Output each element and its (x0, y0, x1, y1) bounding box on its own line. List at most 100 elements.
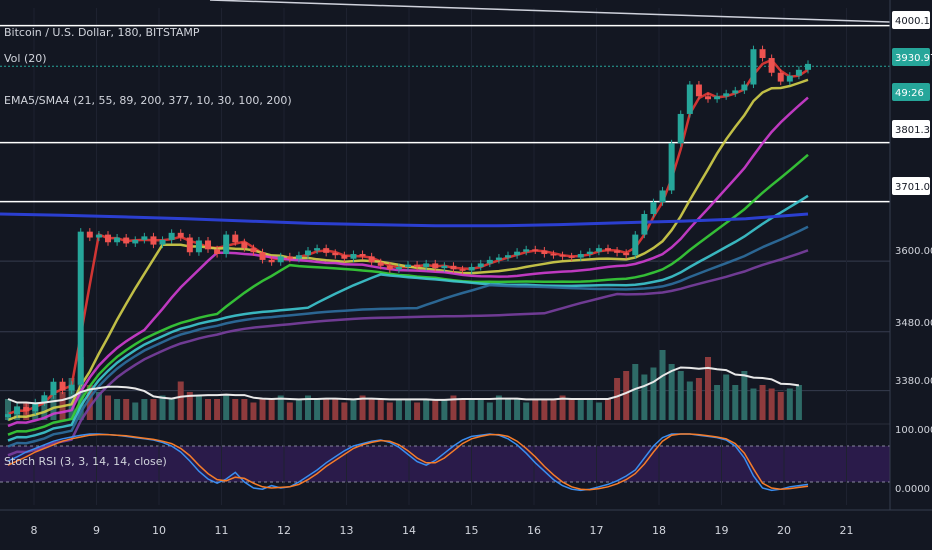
volume-bar (595, 402, 602, 420)
price-axis-label: 3380.00 (895, 376, 932, 387)
price-label-box (892, 11, 930, 29)
price-label-box (892, 48, 930, 66)
volume-bar (741, 371, 748, 420)
volume-bar (486, 402, 493, 420)
volume-bar (395, 399, 402, 420)
candle-body (786, 75, 793, 82)
volume-bar (423, 399, 430, 420)
candle-body (259, 252, 266, 260)
candle-body (768, 58, 775, 73)
symbol-legend[interactable]: Bitcoin / U.S. Dollar, 180, BITSTAMP (4, 26, 200, 39)
price-axis-label: 4000.14 (895, 16, 932, 27)
volume-bar (205, 399, 211, 420)
x-tick-label: 17 (590, 524, 604, 537)
price-axis-label: 3801.31 (895, 125, 932, 136)
volume-bar (5, 399, 11, 420)
candle-body (332, 252, 339, 256)
x-tick-label: 12 (277, 524, 291, 537)
candle-body (68, 384, 75, 391)
x-tick-label: 13 (340, 524, 354, 537)
volume-bar (95, 392, 102, 420)
x-tick-label: 18 (652, 524, 666, 537)
stoch-rsi-legend[interactable]: Stoch RSI (3, 3, 14, 14, close) (4, 455, 167, 468)
candle-body (750, 49, 757, 85)
candle-body (459, 269, 466, 271)
volume-bar (614, 378, 621, 420)
candle-body (605, 248, 611, 251)
candle-body (168, 232, 175, 240)
volume-bar (332, 399, 339, 420)
candle-body (414, 264, 421, 267)
trend-line (209, 0, 891, 23)
volume-bar (86, 385, 93, 420)
volume-bar (368, 399, 375, 420)
volume-bar (505, 399, 511, 420)
candle-body (505, 255, 511, 258)
volume-bar (150, 399, 157, 420)
volume-bar (577, 399, 584, 420)
candle-body (623, 252, 630, 256)
volume-bar (77, 357, 84, 420)
candle-body (323, 248, 330, 253)
volume-bar (68, 378, 75, 420)
volume-bar (341, 402, 348, 420)
candle-body (432, 263, 439, 269)
candle-body (514, 251, 521, 256)
price-axis-label: 3600.00 (895, 246, 932, 257)
candle-body (559, 255, 566, 257)
candle-body (314, 248, 321, 251)
candle-body (23, 407, 30, 412)
volume-bar (250, 402, 257, 420)
x-tick-label: 10 (152, 524, 166, 537)
volume-bar (532, 399, 539, 420)
candle-body (41, 395, 48, 403)
volume-bar (123, 399, 130, 420)
volume-bar (650, 367, 657, 420)
candle-body (86, 231, 93, 238)
volume-bar (777, 392, 784, 420)
volume-legend[interactable]: Vol (20) (4, 52, 47, 65)
candle-body (777, 72, 784, 82)
rsi-axis-label: 100.0000 (895, 425, 932, 436)
volume-bar (723, 374, 730, 420)
volume-bar (759, 385, 766, 420)
volume-bar (350, 399, 357, 420)
candle-body (123, 237, 130, 244)
volume-bar (177, 381, 184, 420)
volume-bar (41, 399, 48, 420)
ema-legend[interactable]: EMA5/SMA4 (21, 55, 89, 200, 377, 10, 30,… (4, 94, 292, 107)
candle-body (223, 234, 230, 255)
candle-body (641, 214, 648, 235)
candle-body (114, 237, 121, 243)
volume-bar (786, 388, 793, 420)
volume-bar (386, 402, 393, 420)
candle-body (350, 254, 357, 259)
candle-body (141, 236, 148, 240)
rsi-axis-label: 0.0000 (895, 484, 930, 495)
x-tick-label: 11 (215, 524, 229, 537)
candle-body (541, 250, 548, 255)
volume-bar (232, 399, 239, 420)
volume-bar (623, 371, 630, 420)
volume-bar (668, 364, 675, 420)
x-tick-label: 14 (402, 524, 416, 537)
candle-body (59, 381, 66, 391)
volume-bar (550, 399, 557, 420)
candle-body (523, 249, 530, 252)
volume-bar (377, 399, 384, 420)
candle-body (14, 407, 21, 415)
price-label-box (892, 177, 930, 195)
volume-bar (105, 395, 111, 420)
x-tick-label: 19 (715, 524, 729, 537)
volume-bar (750, 388, 757, 420)
x-tick-label: 20 (777, 524, 791, 537)
candle-body (532, 249, 539, 251)
volume-bar (677, 371, 684, 420)
volume-bar (459, 399, 466, 420)
volume-bar (468, 399, 475, 420)
x-tick-label: 21 (840, 524, 854, 537)
candle-body (159, 239, 166, 245)
candle-body (732, 90, 739, 94)
price-axis-label: 3701.01 (895, 182, 932, 193)
